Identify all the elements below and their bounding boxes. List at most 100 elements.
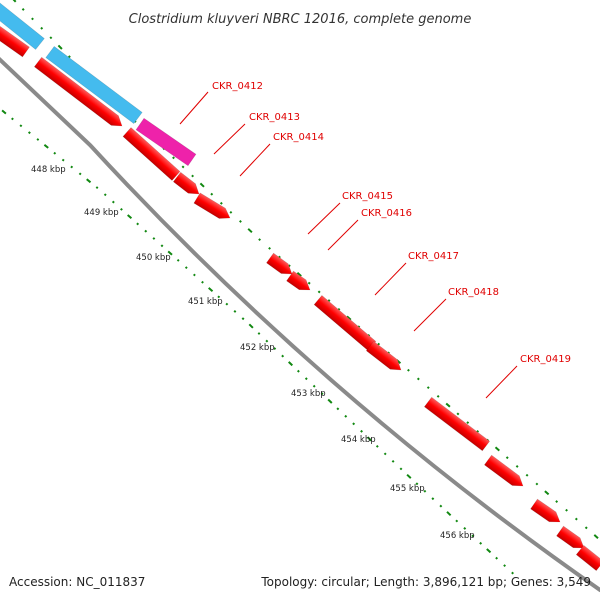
genome-backbone <box>0 56 600 592</box>
rrna-gene <box>45 45 143 125</box>
scale-dial-tick <box>336 407 340 411</box>
outer-dial-tick <box>296 272 302 277</box>
label-leader-line <box>485 365 518 399</box>
scale-dial-tick <box>111 200 115 204</box>
scale-dial-tick <box>27 131 31 135</box>
scale-dial-tick <box>265 339 269 343</box>
tick-label-454: 454 kbp <box>341 435 376 445</box>
outer-dial-tick <box>210 192 214 196</box>
scale-dial-tick <box>415 482 419 486</box>
gene-features <box>0 0 600 572</box>
outer-dial-tick <box>247 228 253 234</box>
scale-dial-tick <box>248 323 254 329</box>
outer-dial-tick <box>505 456 509 460</box>
scale-dial-tick <box>399 467 403 471</box>
scale-dial-tick <box>86 178 92 184</box>
scale-dial-tick <box>486 548 492 554</box>
outer-dial-tick <box>377 342 381 346</box>
outer-dial-tick <box>436 394 440 398</box>
outer-dial-tick <box>172 156 175 160</box>
outer-dial-tick <box>49 36 53 40</box>
tick-label-449: 449 kbp <box>84 208 119 218</box>
scale-dial-tick <box>344 414 348 418</box>
outer-dial-tick <box>565 508 568 512</box>
outer-dial-tick <box>357 325 361 329</box>
cds-gene <box>193 192 231 219</box>
genome-summary-text: Topology: circular; Length: 3,896,121 bp… <box>260 575 591 589</box>
cds-gene <box>423 396 491 452</box>
outer-dial-tick <box>268 246 271 250</box>
outer-dial-tick <box>40 26 44 30</box>
scale-dial-tick <box>511 571 514 575</box>
gene-label-ckr-0418[interactable]: CKR_0418 <box>448 287 499 298</box>
scale-dial-tick <box>160 244 164 248</box>
cds-gene <box>33 56 123 127</box>
scale-dial-tick <box>503 564 507 568</box>
cds-gene <box>122 127 181 181</box>
scale-dial-tick <box>479 541 483 545</box>
outer-dial-tick <box>229 210 233 214</box>
outer-dial-tick <box>426 386 430 390</box>
scale-dial-tick <box>366 436 372 442</box>
scale-dial-tick <box>296 369 300 373</box>
scale-dial-tick <box>176 258 180 262</box>
label-leader-line <box>374 262 407 296</box>
scale-dial-tick <box>327 398 333 404</box>
cds-gene <box>365 340 402 371</box>
gene-label-ckr-0414[interactable]: CKR_0414 <box>273 132 324 143</box>
gene-label-ckr-0416[interactable]: CKR_0416 <box>361 208 412 219</box>
gene-label-ckr-0412[interactable]: CKR_0412 <box>212 81 263 92</box>
scale-dial-tick <box>288 361 293 367</box>
tick-label-450: 450 kbp <box>136 253 171 263</box>
gene-label-ckr-0419[interactable]: CKR_0419 <box>520 354 571 365</box>
outer-dial-tick <box>535 482 539 486</box>
outer-dial-tick <box>239 220 242 223</box>
scale-dial-tick <box>304 377 308 381</box>
scale-dial-tick <box>208 287 214 292</box>
scale-dial-tick <box>312 384 316 388</box>
outer-dial-tick <box>12 0 17 3</box>
label-leader-line <box>239 143 271 177</box>
scale-dial-tick <box>184 266 188 270</box>
scale-dial-tick <box>257 332 261 335</box>
scale-dial-tick <box>201 280 204 284</box>
scale-dial-tick <box>241 317 245 321</box>
scale-tick-labels: 448 kbp 449 kbp 450 kbp 451 kbp 452 kbp … <box>31 165 475 541</box>
outer-dial-tick <box>337 307 341 311</box>
scale-dial-tick <box>471 534 475 538</box>
scale-dial-tick <box>225 302 229 306</box>
scale-dial-tick <box>136 222 140 226</box>
outer-dial-tick <box>476 430 480 433</box>
label-leader-line <box>179 91 209 125</box>
cds-gene <box>484 454 524 487</box>
cds-gene <box>266 252 293 275</box>
scale-dotted-dial <box>1 109 514 575</box>
genome-title: Clostridium kluyveri NBRC 12016, complet… <box>129 12 472 27</box>
gene-label-ckr-0413[interactable]: CKR_0413 <box>249 112 300 123</box>
scale-dial-tick <box>352 422 356 426</box>
outer-dial-tick <box>278 255 281 259</box>
scale-dial-tick <box>383 452 387 456</box>
accession-text: Accession: NC_011837 <box>9 575 145 589</box>
scale-dial-tick <box>95 186 99 189</box>
tick-label-456: 456 kbp <box>440 531 475 541</box>
cds-gene <box>0 22 30 58</box>
scale-dial-tick <box>495 556 499 560</box>
gene-label-ckr-0415[interactable]: CKR_0415 <box>342 191 393 202</box>
outer-dial-tick <box>21 8 25 11</box>
scale-dial-tick <box>391 459 395 463</box>
label-leader-line <box>413 298 447 332</box>
scale-dial-tick <box>406 473 412 479</box>
scale-dial-tick <box>1 109 7 115</box>
tick-label-451: 451 kbp <box>188 297 223 307</box>
scale-dial-tick <box>53 151 57 155</box>
outer-dial-tick <box>525 473 529 477</box>
outer-dial-tick <box>199 182 205 188</box>
scale-dial-tick <box>152 237 156 240</box>
gene-label-ckr-0417[interactable]: CKR_0417 <box>408 251 459 262</box>
scale-dial-tick <box>360 429 363 433</box>
scale-dial-tick <box>78 172 82 176</box>
outer-dial-tick <box>287 264 291 268</box>
scale-dial-tick <box>439 504 443 508</box>
